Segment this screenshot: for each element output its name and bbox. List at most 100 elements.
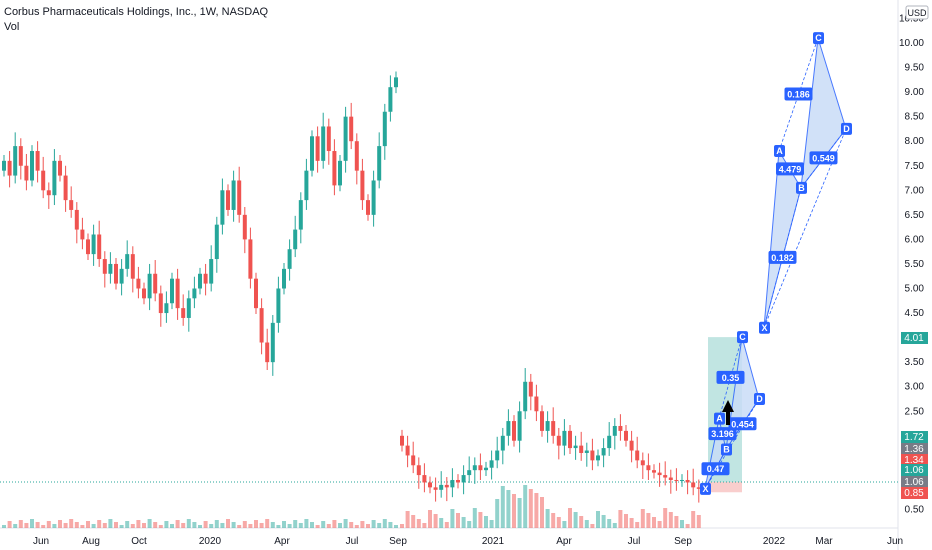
candle[interactable] [102,259,107,274]
candle[interactable] [158,293,163,314]
candle[interactable] [226,190,230,210]
candle[interactable] [433,487,438,490]
candle[interactable] [461,475,466,483]
candle[interactable] [360,170,365,201]
candle[interactable] [97,234,102,260]
candle[interactable] [382,111,387,147]
candle[interactable] [86,239,90,255]
candle[interactable] [46,190,51,196]
candle[interactable] [136,278,141,289]
candle[interactable] [652,470,656,473]
candle[interactable] [467,470,472,476]
candle[interactable] [668,477,673,480]
candle[interactable] [573,445,578,449]
candle[interactable] [282,268,286,289]
candle[interactable] [175,278,180,309]
candle[interactable] [607,435,612,449]
candle[interactable] [551,421,556,436]
candle[interactable] [254,278,258,309]
candle[interactable] [7,160,12,176]
candle[interactable] [422,475,427,483]
candle[interactable] [293,229,298,250]
candle[interactable] [680,479,684,481]
candle[interactable] [237,180,242,215]
candle[interactable] [528,381,533,397]
candle[interactable] [326,126,331,152]
candle[interactable] [248,239,253,279]
candle[interactable] [640,460,645,466]
candle[interactable] [41,170,46,191]
candle[interactable] [153,273,158,294]
candle[interactable] [506,421,511,436]
candle[interactable] [203,273,208,284]
candle[interactable] [388,87,393,112]
candle[interactable] [562,430,567,446]
candle[interactable] [69,200,74,210]
candle[interactable] [545,421,550,431]
candle[interactable] [534,396,539,412]
candle[interactable] [276,288,281,323]
big_pattern-point-badge[interactable] [841,122,852,135]
candle[interactable] [394,77,398,88]
candle[interactable] [354,141,359,171]
candle[interactable] [315,136,320,161]
candle[interactable] [439,484,444,490]
big_pattern-point-badge[interactable] [759,321,770,334]
big_pattern-xab[interactable] [763,149,802,328]
candle[interactable] [24,165,29,181]
candle[interactable] [338,160,342,186]
candle[interactable] [35,151,40,171]
small_pattern-point-badge[interactable] [714,412,725,425]
candle[interactable] [74,209,79,230]
candle[interactable] [400,435,404,446]
currency-badge[interactable]: USD [905,5,929,20]
candle[interactable] [663,475,668,478]
candle[interactable] [472,465,477,471]
candle[interactable] [517,411,522,441]
candle[interactable] [349,116,354,142]
candle[interactable] [52,160,57,196]
candle[interactable] [259,308,264,343]
candle[interactable] [220,190,225,225]
big_pattern-point-badge[interactable] [813,32,824,45]
candle[interactable] [164,303,169,314]
candle[interactable] [478,465,483,471]
candle[interactable] [500,435,505,451]
small_pattern-point-badge[interactable] [737,331,748,344]
candle[interactable] [635,450,640,461]
candle[interactable] [63,175,68,201]
big_pattern-point-badge[interactable] [796,181,807,194]
candle[interactable] [444,484,449,488]
candle[interactable] [584,450,589,453]
candle[interactable] [366,200,370,215]
big_pattern-point-badge[interactable] [774,145,785,158]
candle[interactable] [321,126,326,161]
candle[interactable] [91,234,96,255]
candle[interactable] [691,482,696,488]
small_pattern-point-badge[interactable] [754,392,765,405]
candle[interactable] [304,170,309,201]
candle[interactable] [119,268,124,284]
candle[interactable] [377,146,382,181]
candle[interactable] [450,479,455,488]
candle[interactable] [405,445,410,456]
candle[interactable] [332,151,337,186]
small_pattern-point-badge[interactable] [721,443,732,456]
candle[interactable] [214,224,219,260]
candle[interactable] [657,472,662,476]
candle[interactable] [186,298,191,318]
candle[interactable] [674,479,679,481]
candle[interactable] [231,180,236,210]
candle[interactable] [192,288,197,299]
candle[interactable] [556,435,561,446]
candle[interactable] [58,160,62,176]
big_pattern-bcd[interactable] [800,37,847,190]
candle[interactable] [540,411,544,431]
candle[interactable] [125,254,130,269]
candle[interactable] [13,146,18,176]
candle[interactable] [2,160,6,171]
candle[interactable] [147,273,152,299]
candle[interactable] [489,460,494,468]
candle[interactable] [343,116,348,161]
